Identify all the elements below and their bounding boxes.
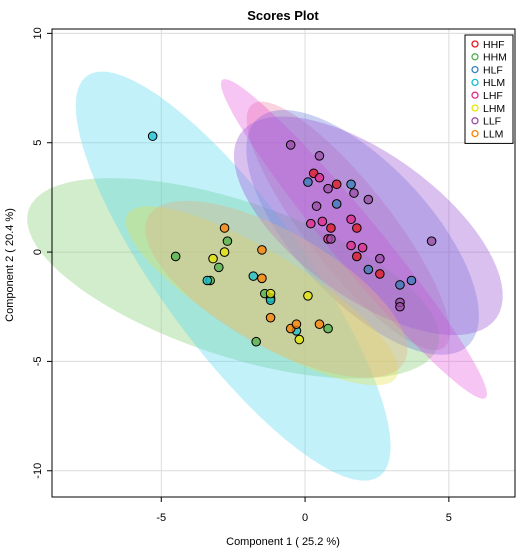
- point-lhf: [317, 216, 328, 227]
- axis-ticks: -5 0 5 -10 -5 0 5 10: [32, 27, 452, 524]
- y-tick-label: 5: [32, 140, 44, 146]
- data-points: [147, 131, 437, 347]
- point-hhf: [375, 269, 385, 279]
- point-hlm: [202, 275, 213, 286]
- point-llm: [219, 223, 230, 233]
- point-hhm: [222, 236, 233, 246]
- point-hhm: [213, 262, 224, 273]
- point-lhm: [265, 288, 276, 299]
- legend-marker-llf: [471, 117, 479, 125]
- x-tick-label: 5: [446, 512, 452, 524]
- point-llm: [257, 245, 267, 255]
- point-hlf: [406, 275, 417, 286]
- y-tick-label: -5: [32, 357, 44, 367]
- legend-label-llm: LLM: [483, 128, 503, 140]
- point-llf: [363, 194, 374, 205]
- legend-label-hhm: HHM: [483, 52, 507, 64]
- legend-marker-hlm: [471, 78, 479, 87]
- point-lhf: [346, 214, 356, 225]
- ellipse-hlm: [75, 71, 391, 481]
- point-hhf: [326, 223, 336, 233]
- ellipse-llm: [145, 200, 408, 378]
- point-hlf: [363, 264, 374, 275]
- chart-title: Scores Plot: [247, 8, 319, 23]
- x-tick-label: 0: [302, 512, 308, 524]
- point-llf: [323, 183, 333, 194]
- point-hhm: [170, 251, 181, 262]
- point-hlf: [303, 177, 313, 187]
- point-llm: [257, 273, 267, 284]
- point-hhm: [323, 323, 333, 334]
- x-tick-label: -5: [156, 512, 166, 524]
- legend-marker-hhm: [471, 53, 479, 61]
- ellipse-hlf: [246, 109, 479, 355]
- y-axis-label: Component 2 ( 20.4 %): [4, 208, 16, 322]
- legend-marker-llm: [471, 129, 479, 138]
- legend-marker-hhf: [471, 40, 479, 48]
- point-hlf: [331, 199, 342, 209]
- point-lhf: [357, 242, 368, 253]
- legend-marker-lhm: [471, 104, 479, 112]
- point-llf: [426, 236, 437, 246]
- confidence-ellipses: [27, 71, 503, 481]
- legend-label-lhf: LHF: [483, 90, 503, 102]
- point-llm: [265, 312, 276, 323]
- point-llm: [291, 319, 302, 330]
- x-axis-label: Component 1 ( 25.2 %): [226, 536, 340, 548]
- point-llf: [326, 234, 336, 244]
- legend-marker-lhf: [471, 91, 479, 99]
- legend-label-hhf: HHF: [483, 39, 505, 51]
- point-lhm: [294, 334, 305, 345]
- point-llf: [395, 301, 405, 312]
- ellipse-hhm: [27, 178, 440, 379]
- point-lhm: [303, 291, 313, 301]
- legend-label-llf: LLF: [483, 116, 501, 128]
- point-llf: [311, 201, 322, 211]
- ellipse-lhf: [220, 79, 487, 399]
- legend-label-lhm: LHM: [483, 103, 505, 115]
- point-llf: [349, 188, 359, 198]
- point-hhf: [352, 223, 362, 233]
- plot-frame: [51, 28, 516, 498]
- point-hhf: [331, 179, 342, 190]
- point-llf: [285, 140, 296, 150]
- legend-box: [464, 34, 514, 144]
- point-lhf: [346, 240, 356, 251]
- point-lhf: [314, 172, 325, 183]
- point-hlm: [248, 271, 259, 281]
- point-hhf: [352, 251, 362, 262]
- legend-marker-hlf: [471, 65, 479, 74]
- point-hhm: [251, 336, 261, 347]
- legend-label-hlf: HLF: [483, 64, 503, 76]
- point-hlf: [395, 280, 405, 290]
- y-tick-label: 0: [32, 249, 44, 255]
- y-tick-label: 10: [32, 27, 44, 39]
- point-lhf: [306, 218, 316, 229]
- y-tick-label: -10: [32, 463, 44, 479]
- point-llf: [314, 151, 325, 161]
- point-hlm: [147, 131, 158, 141]
- grid-lines: [52, 29, 515, 497]
- point-llm: [314, 319, 325, 330]
- legend-label-hlm: HLM: [483, 77, 505, 89]
- point-lhm: [219, 247, 230, 257]
- ellipse-llf: [234, 116, 503, 336]
- point-lhm: [208, 253, 218, 264]
- point-hlf: [346, 179, 356, 190]
- point-llf: [375, 253, 385, 264]
